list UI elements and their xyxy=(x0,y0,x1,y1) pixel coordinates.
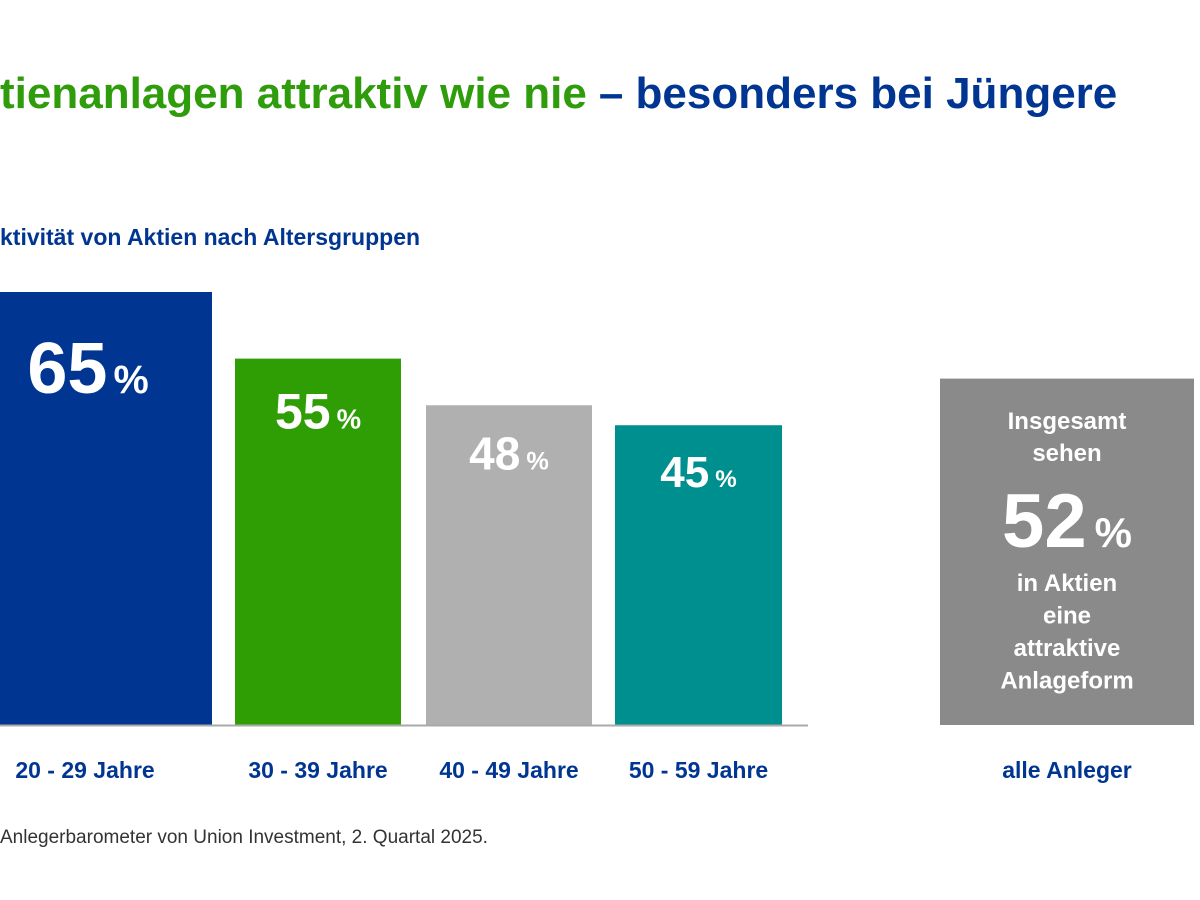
source-note: Anlegerbarometer von Union Investment, 2… xyxy=(0,827,488,848)
summary-text: sehen xyxy=(1032,440,1101,467)
title-part-blue: – besonders bei Jüngere xyxy=(599,69,1117,118)
bars: 65 % 20 - 29 Jahre 55 % 30 - 39 Jahre 48 % 40 - … xyxy=(0,292,782,783)
chart-title: tienanlagen attraktiv wie nie – besonders… xyxy=(0,69,1117,118)
value-unit: % xyxy=(715,466,737,493)
value-number: 48 xyxy=(469,428,520,480)
summary-text: Anlageform xyxy=(1000,668,1133,695)
category-label: 50 - 59 Jahre xyxy=(629,757,768,783)
value-unit: % xyxy=(337,404,361,435)
category-label: alle Anleger xyxy=(1002,757,1132,783)
value-label: 48% xyxy=(469,428,549,480)
value-label: 65% xyxy=(27,329,148,409)
category-label: 40 - 49 Jahre xyxy=(439,757,578,783)
value-unit: % xyxy=(526,448,549,476)
category-label: 20 - 29 Jahre xyxy=(15,757,154,783)
summary-text: Insgesamt xyxy=(1008,408,1127,435)
summary-value: 52% xyxy=(1002,479,1132,564)
value-unit: % xyxy=(113,358,148,402)
value-label: 45% xyxy=(660,448,736,497)
value-number: 52 xyxy=(1002,479,1087,564)
value-number: 65 xyxy=(27,329,107,409)
category-label: 30 - 39 Jahre xyxy=(248,757,387,783)
summary-box: Insgesamt sehen 52 % in Aktien eine attraktive… xyxy=(940,378,1194,783)
value-number: 45 xyxy=(660,448,709,497)
summary-text: attraktive xyxy=(1014,635,1121,662)
summary-text: in Aktien xyxy=(1017,570,1117,597)
summary-bar xyxy=(940,378,1194,725)
bar xyxy=(426,405,592,725)
summary-text: eine xyxy=(1043,603,1091,630)
title-part-green: tienanlagen attraktiv wie nie xyxy=(0,69,587,118)
bar xyxy=(0,292,212,725)
bar xyxy=(615,425,782,725)
value-unit: % xyxy=(1095,509,1132,556)
value-number: 55 xyxy=(275,384,331,440)
bar xyxy=(235,358,401,725)
value-label: 55% xyxy=(275,384,361,440)
chart-subtitle: ktivität von Aktien nach Altersgruppen xyxy=(0,224,420,250)
